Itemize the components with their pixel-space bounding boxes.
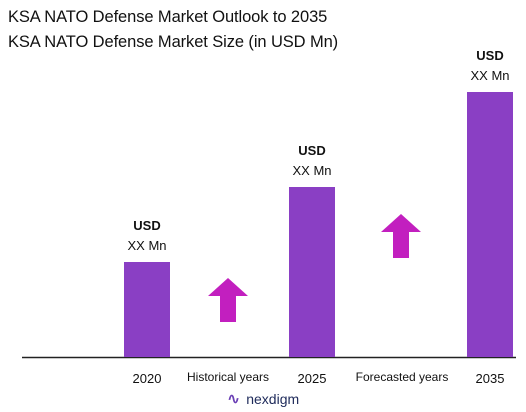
logo-text: nexdigm [246,391,300,407]
growth-arrow-historical [208,278,248,322]
bar-label-unit-2035: USD [476,48,503,63]
bar-label-value-2035: XX Mn [470,68,509,83]
x-tick-2025: 2025 [298,371,327,386]
nexdigm-logo-icon: ∿ [226,391,241,408]
bar-2025 [289,187,335,357]
bar-2035 [467,92,513,357]
period-label-forecasted: Forecasted years [356,370,449,384]
growth-arrow-forecast [381,214,421,258]
chart-title: KSA NATO Defense Market Outlook to 2035 [8,8,328,26]
bar-label-unit-2025: USD [298,143,325,158]
bar-2020 [124,262,170,357]
bar-label-unit-2020: USD [133,218,160,233]
nexdigm-logo: ∿ nexdigm [0,389,526,409]
period-label-historical: Historical years [187,370,269,384]
chart-subtitle: KSA NATO Defense Market Size (in USD Mn) [8,33,339,51]
x-tick-2035: 2035 [476,371,505,386]
bar-label-value-2020: XX Mn [127,238,166,253]
x-tick-2020: 2020 [133,371,162,386]
bar-label-value-2025: XX Mn [292,163,331,178]
